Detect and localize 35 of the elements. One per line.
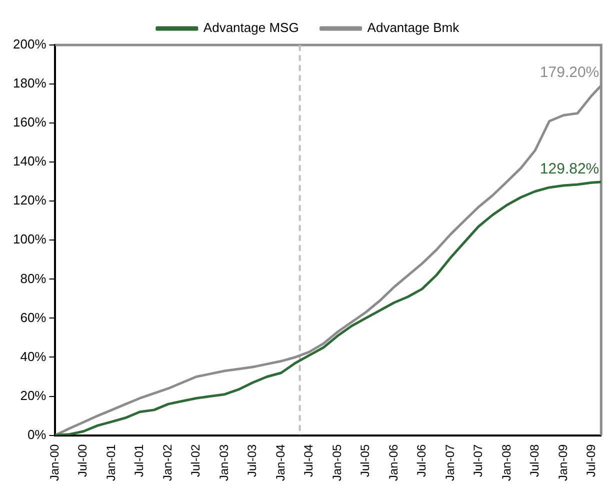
x-tick-label: Jan-07 xyxy=(442,444,457,482)
x-tick-label: Jan-08 xyxy=(499,444,514,482)
x-tick-label: Jul-00 xyxy=(76,444,90,477)
x-tick-label: Jul-08 xyxy=(527,444,542,477)
x-tick-label: Jul-07 xyxy=(470,444,485,477)
x-tick-label: Jul-09 xyxy=(584,444,598,477)
y-tick-label: 180% xyxy=(13,76,47,91)
x-tick-label: Jan-06 xyxy=(386,444,400,482)
y-tick-label: 0% xyxy=(27,426,47,442)
x-tick-label: Jan-02 xyxy=(160,444,175,482)
x-tick-label: Jan-01 xyxy=(104,444,118,482)
x-tick-label: Jan-05 xyxy=(330,444,344,482)
y-tick-label: 40% xyxy=(20,348,47,364)
y-tick-label: 20% xyxy=(20,388,47,403)
x-tick-label: Jul-02 xyxy=(188,444,203,477)
legend-label: Advantage MSG xyxy=(203,20,299,36)
y-tick-label: 160% xyxy=(13,114,47,130)
y-tick-label: 140% xyxy=(13,154,47,169)
data-label: 129.82% xyxy=(540,160,600,178)
x-tick-label: Jan-00 xyxy=(48,444,62,482)
x-tick-label: Jul-04 xyxy=(302,444,316,477)
x-tick-label: Jan-04 xyxy=(273,444,288,482)
x-tick-label: Jul-06 xyxy=(414,444,428,477)
x-tick-label: Jul-03 xyxy=(244,444,259,477)
x-tick-label: Jul-05 xyxy=(358,444,372,477)
x-tick-label: Jan-09 xyxy=(556,444,570,482)
y-tick-label: 100% xyxy=(13,232,47,247)
y-tick-label: 80% xyxy=(20,270,47,286)
y-tick-label: 60% xyxy=(20,310,47,325)
y-tick-label: 120% xyxy=(13,192,47,208)
x-tick-label: Jan-03 xyxy=(217,444,231,482)
x-tick-label: Jul-01 xyxy=(132,444,146,477)
data-label: 179.20% xyxy=(540,64,600,82)
legend-label: Advantage Bmk xyxy=(367,20,460,36)
y-tick-label: 200% xyxy=(13,36,47,52)
